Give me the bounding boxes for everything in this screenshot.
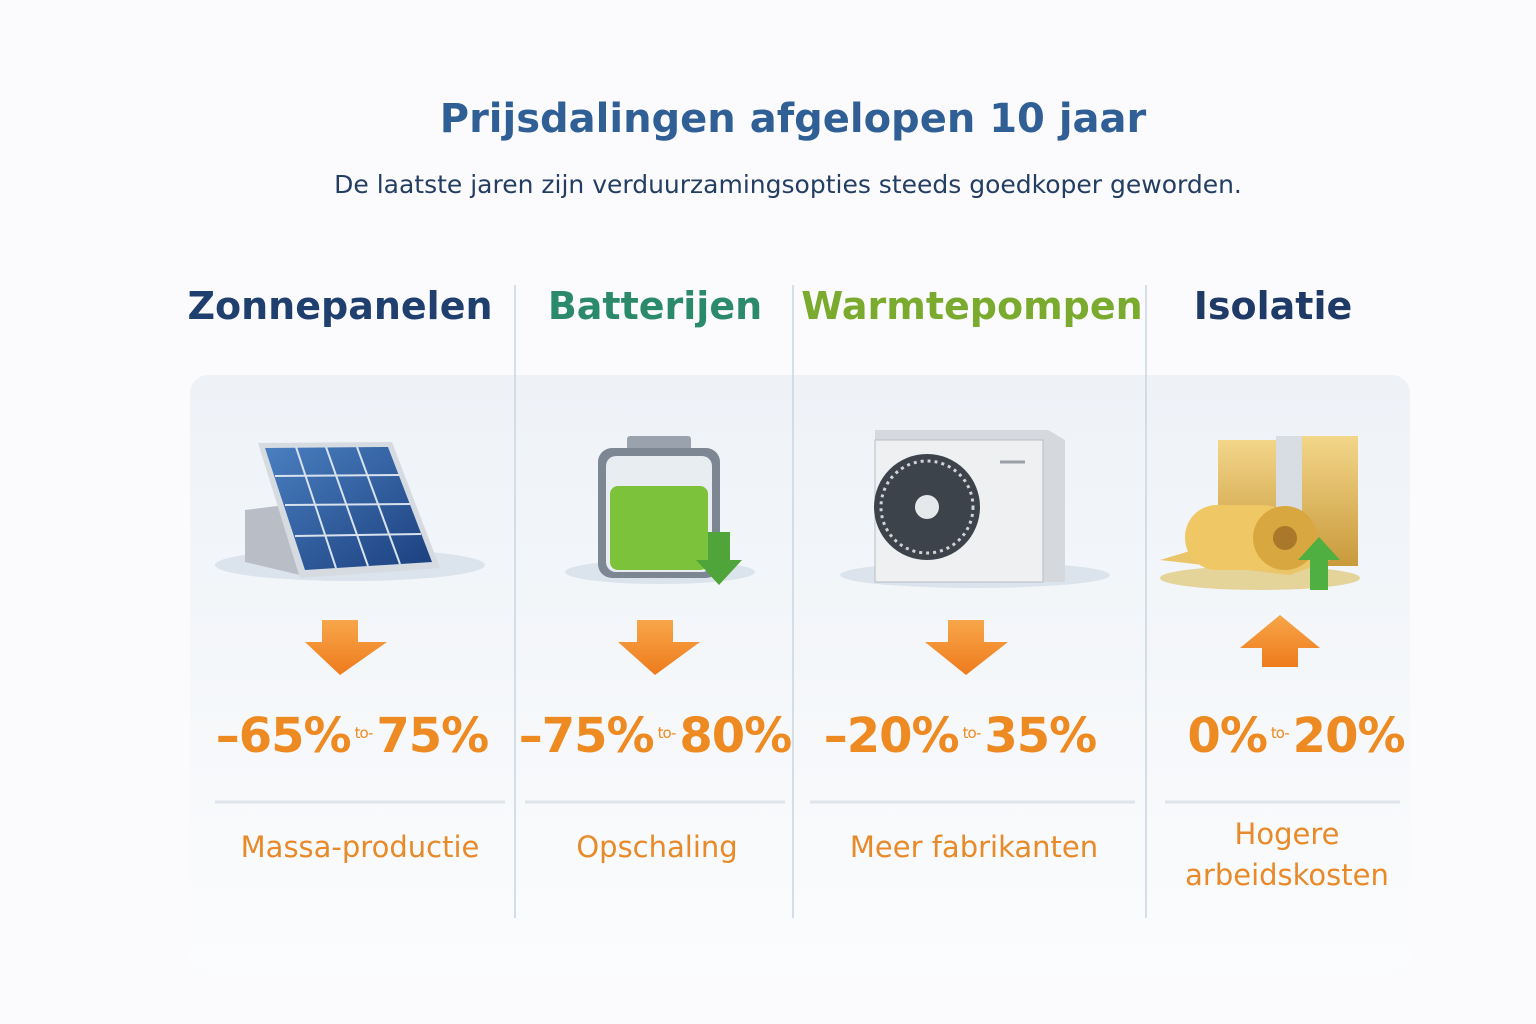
range-to: 75% [376, 708, 489, 764]
column-heading: Warmtepompen [801, 284, 1143, 328]
range-from: –65% [215, 708, 352, 764]
reason: Hogere arbeidskosten [1185, 817, 1389, 892]
reason: Massa-productie [240, 830, 480, 864]
range-to: 80% [679, 708, 792, 764]
range-to: 20% [1292, 708, 1406, 764]
solar-icon [215, 442, 485, 581]
column-heading: Zonnepanelen [187, 284, 493, 328]
column-dividers [514, 285, 1147, 918]
price-range: –65% to-75% [182, 708, 522, 764]
heatpump-icon [840, 430, 1110, 588]
range-separator: to- [1270, 724, 1290, 742]
price-range: –75% to-80% [485, 708, 825, 764]
column-heading: Isolatie [1193, 284, 1353, 328]
reason: Meer fabrikanten [849, 830, 1099, 864]
title: Prijsdalingen afgelopen 10 jaar [439, 96, 1147, 142]
price-range: –20% to-35% [790, 708, 1130, 764]
range-from: –75% [518, 708, 655, 764]
range-from: 0% [1187, 708, 1267, 764]
range-separator: to- [354, 724, 374, 742]
subtitle: De laatste jaren zijn verduurzamingsopti… [334, 170, 1242, 199]
battery-icon [565, 436, 755, 585]
panel [190, 375, 1410, 975]
trend-arrows [305, 615, 1320, 675]
range-separator: to- [657, 724, 677, 742]
range-separator: to- [962, 724, 982, 742]
reason: Opschaling [576, 830, 738, 864]
insulation-icon [1160, 436, 1360, 590]
column-heading: Batterijen [547, 284, 763, 328]
range-to: 35% [984, 708, 1097, 764]
range-from: –20% [823, 708, 960, 764]
price-range: 0% to-20% [1126, 708, 1466, 764]
